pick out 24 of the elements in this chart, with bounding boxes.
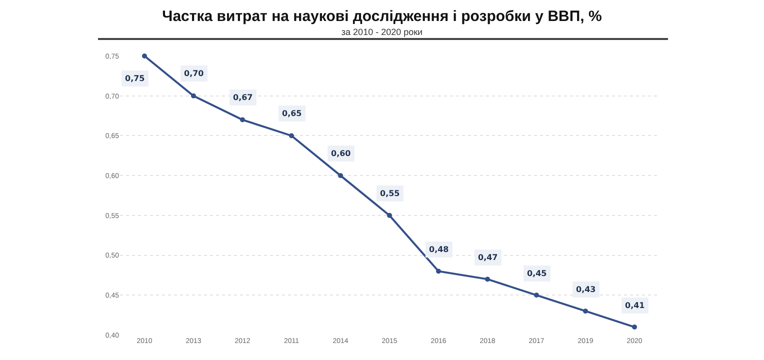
point bbox=[338, 173, 343, 178]
point bbox=[387, 212, 392, 218]
data-label: 0,70 bbox=[184, 69, 204, 78]
data-label: 0,75 bbox=[125, 74, 146, 83]
data-label: 0,55 bbox=[380, 189, 400, 198]
point bbox=[240, 117, 245, 122]
point bbox=[485, 276, 490, 282]
point bbox=[436, 268, 441, 274]
data-label: 0,47 bbox=[478, 253, 498, 262]
point bbox=[142, 54, 147, 58]
data-label: 0,65 bbox=[282, 109, 302, 118]
data-label: 0,43 bbox=[576, 285, 596, 294]
point bbox=[632, 324, 637, 330]
data-label: 0,60 bbox=[331, 149, 352, 158]
data-label: 0,45 bbox=[527, 269, 548, 278]
point bbox=[191, 93, 196, 98]
point bbox=[583, 308, 588, 314]
data-label: 0,67 bbox=[233, 93, 253, 102]
data-label: 0,48 bbox=[429, 245, 450, 254]
point bbox=[289, 133, 294, 138]
data-label: 0,41 bbox=[625, 301, 646, 310]
chart-subtitle: за 2010 - 2020 роки bbox=[340, 27, 424, 37]
point bbox=[534, 292, 539, 298]
chart-title: Частка витрат на наукові дослідження і розробки у ВВП, % bbox=[161, 8, 603, 25]
